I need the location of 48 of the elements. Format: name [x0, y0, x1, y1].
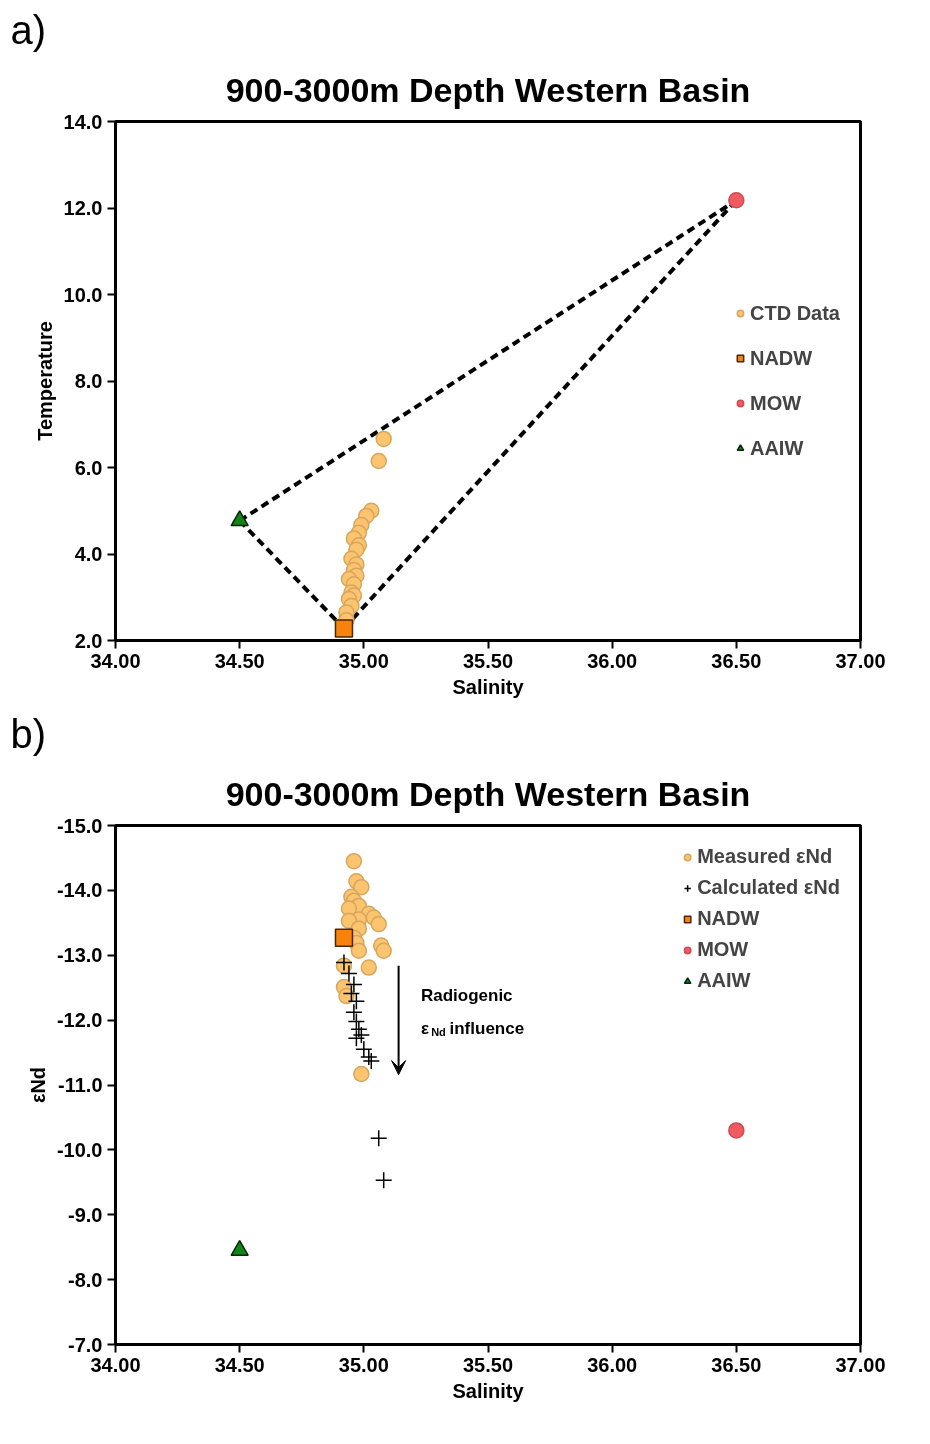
- y-tick-label: -15.0: [56, 814, 103, 837]
- x-tick-label: 36.00: [587, 649, 638, 672]
- legend-label: CTD Data: [749, 301, 840, 325]
- x-tick-label: 37.00: [835, 1353, 886, 1376]
- x-tick-label: 37.00: [835, 649, 886, 672]
- x-tick-label: 35.50: [462, 649, 514, 672]
- legend-label: AAIW: [697, 969, 751, 992]
- x-axis-title: Salinity: [452, 1379, 525, 1402]
- text: a): [10, 7, 47, 52]
- y-tick-label: -14.0: [56, 879, 103, 902]
- y-tick-label: 8.0: [74, 370, 103, 392]
- y-tick-label: -10.0: [56, 1138, 103, 1161]
- x-tick-label: 34.50: [214, 649, 265, 672]
- legend-label: NADW: [697, 907, 760, 930]
- y-tick-label: -7.0: [68, 1333, 103, 1356]
- x-tick-label: 34.50: [214, 1353, 265, 1376]
- legend-label: Calculated εNd: [697, 876, 840, 899]
- x-tick-label: 36.50: [711, 1353, 762, 1376]
- annotation: Radiogenic εNd influence: [420, 986, 525, 1038]
- y-tick-label: -11.0: [58, 1074, 103, 1096]
- y-tick-label: 6.0: [74, 456, 103, 479]
- x-axis-title: Salinity: [452, 675, 525, 698]
- y-tick-label: 2.0: [74, 629, 103, 652]
- y-axis-title: εNd: [26, 1066, 49, 1104]
- x-tick-label: 34.00: [90, 1353, 141, 1376]
- y-tick-label: 10.0: [63, 283, 103, 306]
- legend-label: MOW: [697, 938, 749, 961]
- y-tick-label: 14.0: [63, 110, 103, 133]
- y-tick-label: -9.0: [68, 1203, 103, 1226]
- x-tick-label: 35.00: [338, 1353, 389, 1376]
- y-tick-label: 12.0: [63, 197, 103, 219]
- x-tick-label: 35.50: [462, 1353, 514, 1376]
- text: b): [10, 711, 47, 756]
- chart-title: 900-3000m Depth Western Basin: [225, 775, 751, 813]
- y-tick-label: -13.0: [56, 944, 103, 967]
- y-tick-label: -12.0: [56, 1009, 103, 1032]
- y-tick-label: -8.0: [68, 1268, 103, 1291]
- chart-title: 900-3000m Depth Western Basin: [225, 71, 751, 109]
- legend-label: AAIW: [749, 436, 804, 460]
- legend-label: Measured εNd: [697, 845, 833, 868]
- x-tick-label: 34.00: [90, 649, 141, 672]
- legend-label: MOW: [749, 391, 802, 415]
- x-tick-label: 36.00: [587, 1353, 638, 1376]
- y-tick-label: 4.0: [74, 543, 103, 565]
- legend-label: NADW: [749, 346, 813, 370]
- x-tick-label: 36.50: [711, 649, 762, 672]
- y-axis-title: Temperature: [33, 321, 56, 441]
- x-tick-label: 35.00: [338, 649, 389, 672]
